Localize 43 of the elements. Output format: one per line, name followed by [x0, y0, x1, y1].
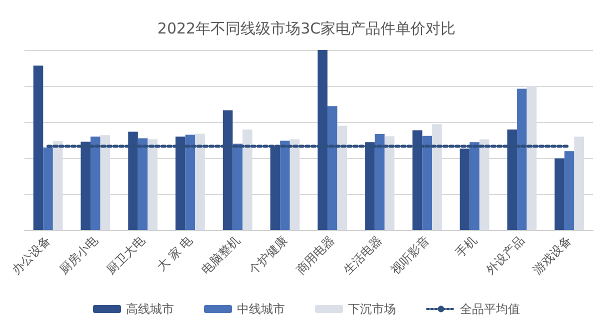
- bar: [138, 138, 148, 230]
- bar: [148, 139, 158, 230]
- x-tick-label: 办公设备: [9, 233, 53, 277]
- legend-label: 高线城市: [126, 302, 174, 316]
- x-tick-label: 商用电器: [293, 233, 338, 277]
- bar: [564, 151, 574, 230]
- legend-label: 下沉市场: [348, 302, 396, 316]
- x-tick-label: 厨房小电: [56, 233, 100, 277]
- bar: [52, 141, 63, 230]
- legend-label: 全品平均值: [460, 302, 520, 316]
- bar: [195, 134, 205, 230]
- x-tick-label: 厨卫大电: [104, 233, 148, 277]
- bar: [384, 136, 394, 230]
- bar: [422, 136, 432, 230]
- x-tick-label: 视听影音: [388, 233, 432, 277]
- bar: [479, 139, 490, 230]
- x-tick-label: 游戏设备: [530, 233, 574, 277]
- x-tick-label: 个护健康: [246, 233, 290, 277]
- bar: [470, 142, 480, 230]
- bar: [90, 136, 100, 230]
- x-tick-label: 生活电器: [340, 233, 385, 277]
- bar: [337, 126, 348, 230]
- bar: [33, 66, 44, 230]
- bar: [280, 140, 290, 230]
- chart-title: 2022年不同线级市场3C家电产品件单价对比: [157, 20, 456, 38]
- bar: [432, 124, 442, 230]
- bar: [517, 88, 527, 230]
- x-tick-label: 手机: [452, 233, 480, 260]
- bar: [100, 135, 110, 230]
- bar: [374, 134, 385, 230]
- x-tick-label: 电脑整机: [198, 233, 243, 277]
- bar: [290, 139, 300, 230]
- bar: [574, 136, 584, 230]
- bar: [554, 158, 564, 230]
- bar: [185, 134, 196, 230]
- x-tick-label: 大 家 电: [154, 233, 196, 274]
- bar: [242, 130, 252, 230]
- bar: [43, 148, 53, 230]
- bar: [327, 106, 338, 230]
- bar: [232, 144, 242, 230]
- x-tick-label: 外设产品: [483, 233, 527, 277]
- legend-label: 中线城市: [237, 302, 285, 316]
- bar: [526, 86, 537, 230]
